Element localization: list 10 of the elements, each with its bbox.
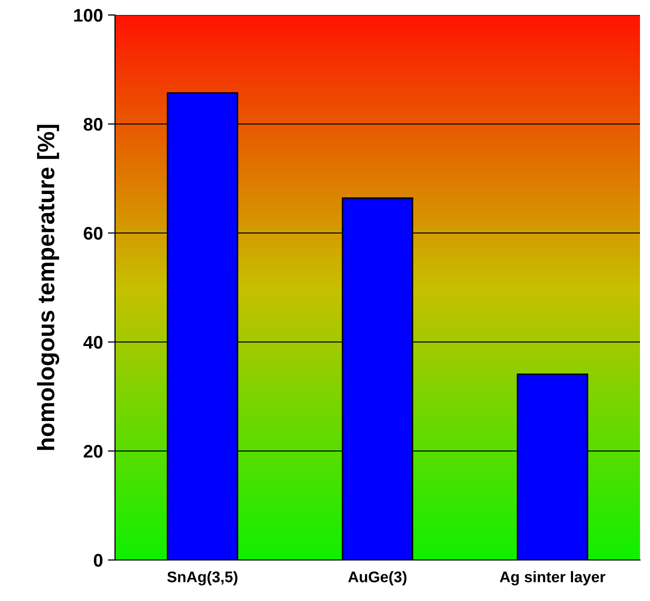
y-tick-label: 20 (84, 444, 102, 458)
y-tick-label: 100 (74, 8, 102, 22)
y-axis-title: homologous temperature [%] (37, 124, 60, 450)
y-tick-label: 60 (84, 226, 102, 240)
x-tick-label: AuGe(3) (348, 571, 406, 586)
y-tick-label: 0 (94, 554, 102, 567)
x-tick-label: Ag sinter layer (500, 571, 606, 586)
y-tick-label: 80 (84, 118, 102, 131)
y-tick-label: 40 (83, 336, 102, 349)
x-tick-label: SnAg(3,5) (167, 571, 238, 586)
